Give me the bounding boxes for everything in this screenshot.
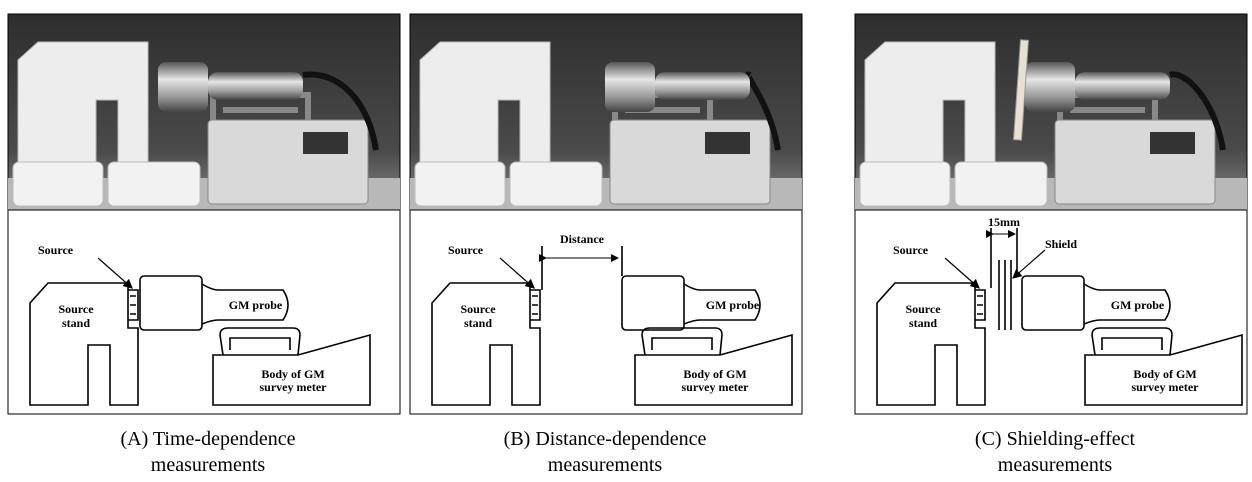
- source-label: Source: [38, 243, 74, 257]
- stand-label: Source: [58, 302, 94, 316]
- probe-head: [605, 62, 655, 112]
- foam-stand: [865, 42, 995, 165]
- distance-label: Distance: [560, 232, 605, 246]
- probe-tube: [1075, 72, 1170, 100]
- foam-block: [860, 162, 950, 206]
- source-label: Source: [893, 243, 929, 257]
- meter-display: [303, 132, 348, 154]
- foam-block: [13, 162, 103, 206]
- stand-label: Source: [460, 302, 496, 316]
- photo: [8, 14, 400, 210]
- caption: measurements: [998, 454, 1113, 476]
- gap-label: 15mm: [988, 215, 1020, 229]
- stand-label: stand: [464, 316, 492, 330]
- meter-label: survey meter: [260, 380, 328, 394]
- meter-label: Body of GM: [261, 367, 324, 381]
- probe-tube: [655, 72, 750, 100]
- meter-label: Body of GM: [683, 367, 746, 381]
- meter-display: [1150, 132, 1195, 154]
- shield-label: Shield: [1045, 237, 1077, 251]
- photo: [855, 14, 1247, 210]
- foam-block: [415, 162, 505, 206]
- gm-probe-label: GM probe: [706, 298, 760, 312]
- figure: GM probeBody of GMsurvey meterSourcestan…: [0, 0, 1252, 482]
- photo: [410, 14, 802, 210]
- meter-label: survey meter: [682, 380, 750, 394]
- probe-head: [1025, 62, 1075, 112]
- foam-block: [510, 162, 602, 206]
- gm-probe-label: GM probe: [229, 298, 283, 312]
- foam-block: [955, 162, 1047, 206]
- foam-block: [108, 162, 200, 206]
- caption: (A) Time-dependence: [121, 428, 296, 450]
- probe-tube: [208, 72, 303, 100]
- stand-label: Source: [905, 302, 941, 316]
- foam-stand: [18, 42, 148, 165]
- caption: (C) Shielding-effect: [975, 428, 1136, 450]
- source-label: Source: [448, 243, 484, 257]
- gm-probe-label: GM probe: [1111, 298, 1165, 312]
- foam-stand: [420, 42, 550, 165]
- caption: (B) Distance-dependence: [504, 428, 707, 450]
- caption: measurements: [151, 454, 266, 476]
- stand-label: stand: [62, 316, 90, 330]
- meter-label: survey meter: [1132, 380, 1200, 394]
- meter-display: [705, 132, 750, 154]
- meter-label: Body of GM: [1133, 367, 1196, 381]
- probe-head: [158, 62, 208, 112]
- caption: measurements: [548, 454, 663, 476]
- stand-label: stand: [909, 316, 937, 330]
